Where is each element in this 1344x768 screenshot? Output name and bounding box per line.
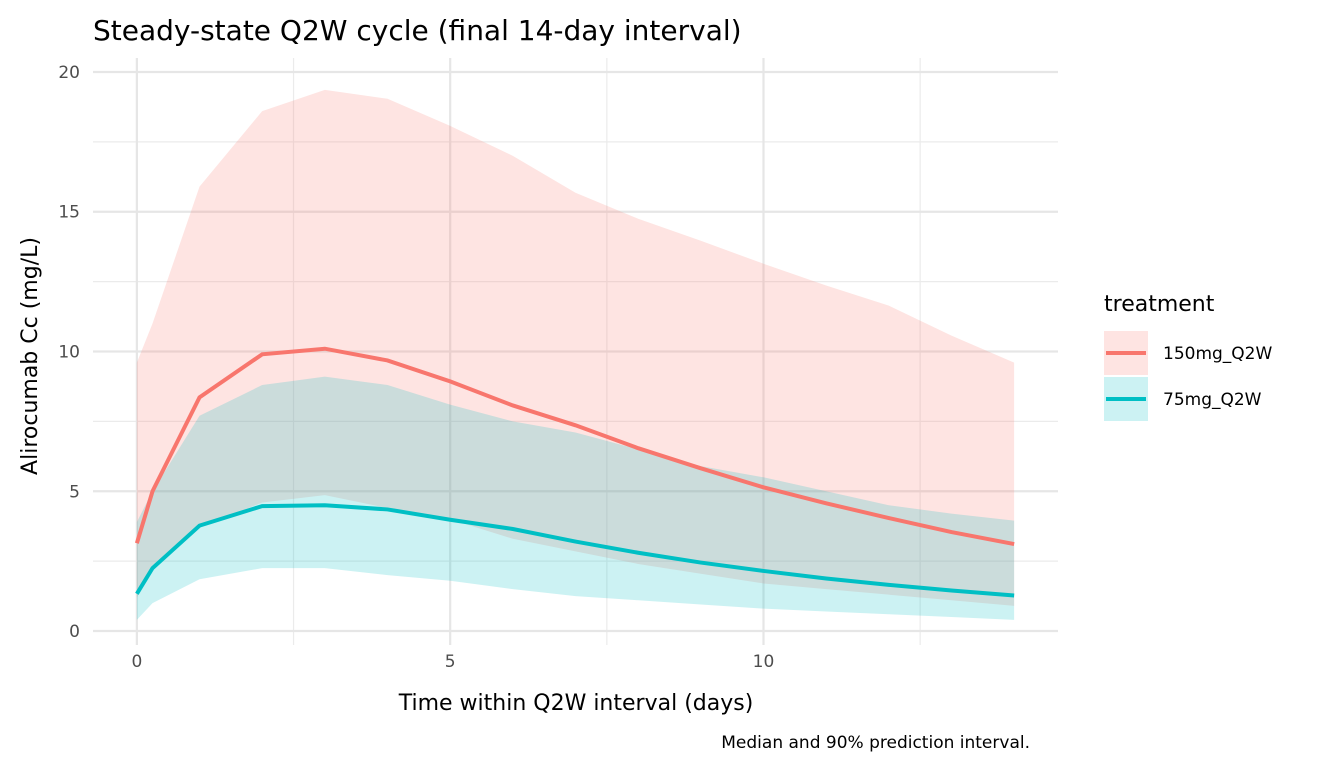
legend-label: 150mg_Q2W [1163,344,1272,364]
x-tick-label: 10 [753,652,775,672]
grid [93,58,1058,645]
y-tick-label: 5 [69,482,80,502]
caption: Median and 90% prediction interval. [721,733,1030,753]
y-tick-label: 20 [58,63,80,83]
median-lines [134,346,1015,598]
y-tick-label: 10 [58,343,80,363]
y-axis-label: Alirocumab Cc (mg/L) [18,237,43,475]
ribbons [136,89,1015,620]
median-line-150mg_Q2W [134,346,1015,547]
ribbon-150mg_Q2W [136,89,1015,606]
legend-title: treatment [1104,292,1215,317]
legend-label: 75mg_Q2W [1163,390,1262,410]
y-tick-label: 15 [58,203,80,223]
y-tick-label: 0 [69,622,80,642]
legend: treatment 150mg_Q2W 75mg_Q2W [1104,292,1272,421]
x-axis-label: Time within Q2W interval (days) [398,691,754,716]
ribbon-75mg_Q2W [136,376,1015,620]
tick-labels: 0 5 10 0 5 10 15 20 [58,63,774,672]
x-tick-label: 5 [445,652,456,672]
x-tick-label: 0 [131,652,142,672]
median-line-75mg_Q2W [135,503,1015,598]
chart-title: Steady-state Q2W cycle (final 14-day int… [93,14,742,47]
